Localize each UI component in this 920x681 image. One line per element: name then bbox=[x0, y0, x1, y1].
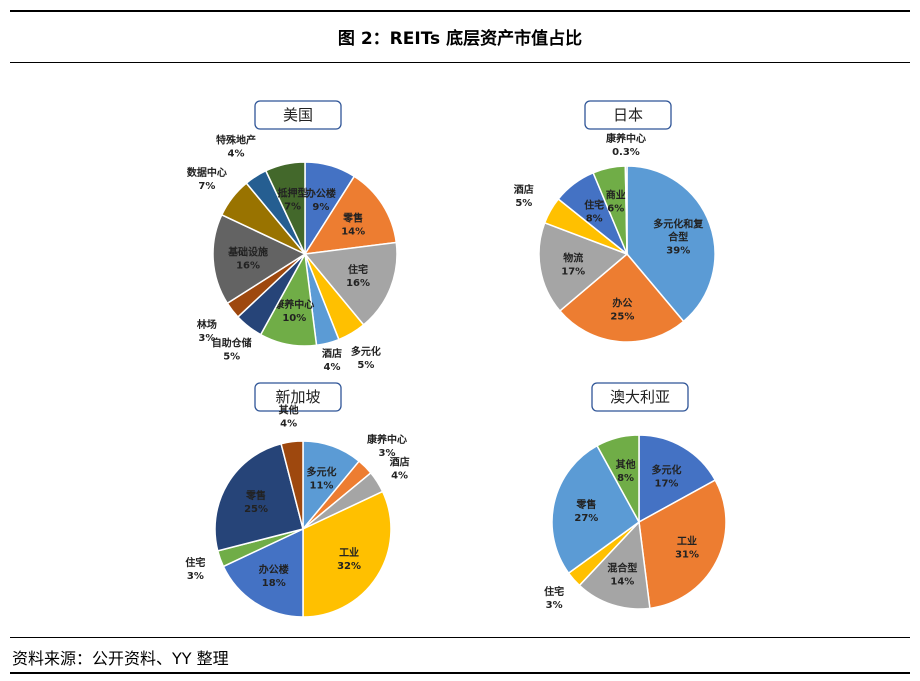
pie-slice bbox=[551, 444, 640, 575]
slice-label: 其他 4% bbox=[279, 404, 299, 430]
pie-slice bbox=[638, 434, 717, 524]
slice-label: 康养中心 10% bbox=[274, 298, 314, 324]
pie-slice bbox=[596, 434, 640, 523]
slice-label: 特殊地产 4% bbox=[216, 133, 256, 159]
slice-label: 工业 31% bbox=[675, 534, 699, 560]
pie-title: 澳大利亚 bbox=[610, 388, 670, 406]
slice-label: 多元化 11% bbox=[306, 466, 336, 492]
pie-slice bbox=[303, 175, 398, 255]
pie-slice bbox=[624, 165, 628, 255]
pie-slice bbox=[280, 440, 304, 530]
pie-title: 美国 bbox=[283, 106, 313, 124]
slice-label: 混合型 14% bbox=[607, 561, 637, 587]
pie-slice bbox=[578, 520, 651, 610]
pie-title: 日本 bbox=[613, 106, 643, 124]
pie-title-box bbox=[254, 382, 342, 412]
slice-label: 自助仓储 5% bbox=[212, 337, 252, 363]
slice-label: 多元化 17% bbox=[651, 464, 681, 490]
footer-rule bbox=[10, 637, 910, 638]
pie-slice bbox=[212, 213, 307, 305]
slice-label: 多元化和复合型 39% bbox=[653, 217, 704, 256]
pie-title-box bbox=[584, 100, 672, 130]
slice-label: 住宅 3% bbox=[544, 585, 564, 611]
pie-slice bbox=[638, 479, 727, 610]
slice-label: 林场 3% bbox=[197, 318, 217, 344]
pie-title-box bbox=[254, 100, 342, 130]
slice-label: 酒店 4% bbox=[390, 456, 410, 482]
pie-title: 新加坡 bbox=[275, 388, 320, 406]
slice-label: 基础设施 16% bbox=[227, 246, 268, 272]
slice-label: 住宅 8% bbox=[584, 198, 604, 224]
pie-slice bbox=[303, 241, 398, 326]
slice-label: 酒店 5% bbox=[514, 183, 534, 209]
slice-label: 工业 32% bbox=[337, 546, 361, 572]
slice-label: 酒店 4% bbox=[322, 347, 342, 373]
slice-label: 物流 17% bbox=[561, 251, 585, 277]
pie-slice bbox=[626, 165, 716, 323]
slice-label: 零售 25% bbox=[244, 489, 268, 515]
pie-slice bbox=[214, 442, 304, 552]
pie-slice bbox=[264, 161, 306, 255]
title-rule bbox=[10, 62, 910, 63]
slice-label: 零售 27% bbox=[574, 498, 598, 524]
slice-label: 其他 8% bbox=[616, 458, 636, 484]
slice-label: 康养中心 3% bbox=[367, 433, 407, 459]
pie-slice bbox=[222, 527, 304, 618]
slice-label: 商业 6% bbox=[606, 189, 626, 215]
pie-title-box bbox=[591, 382, 689, 412]
slice-label: 办公 25% bbox=[610, 296, 634, 322]
slice-label: 住宅 3% bbox=[185, 556, 205, 582]
slice-label: 办公楼 18% bbox=[259, 563, 289, 589]
pie-slice bbox=[558, 252, 685, 343]
top-rule bbox=[10, 10, 910, 12]
pie-slice bbox=[302, 490, 392, 618]
slice-label: 康养中心 0.3% bbox=[606, 132, 646, 158]
slice-label: 抵押型 7% bbox=[278, 186, 308, 212]
slice-label: 数据中心 7% bbox=[187, 166, 227, 192]
bottom-rule bbox=[10, 672, 910, 674]
slice-label: 住宅 16% bbox=[346, 263, 370, 289]
slice-label: 办公楼 9% bbox=[306, 187, 336, 213]
source-note: 资料来源：公开资料、YY 整理 bbox=[12, 649, 229, 668]
slice-label: 多元化 5% bbox=[351, 345, 381, 371]
figure-title: 图 2：REITs 底层资产市值占比 bbox=[337, 29, 583, 49]
pie-slice bbox=[538, 221, 629, 312]
slice-label: 零售 14% bbox=[341, 211, 365, 237]
